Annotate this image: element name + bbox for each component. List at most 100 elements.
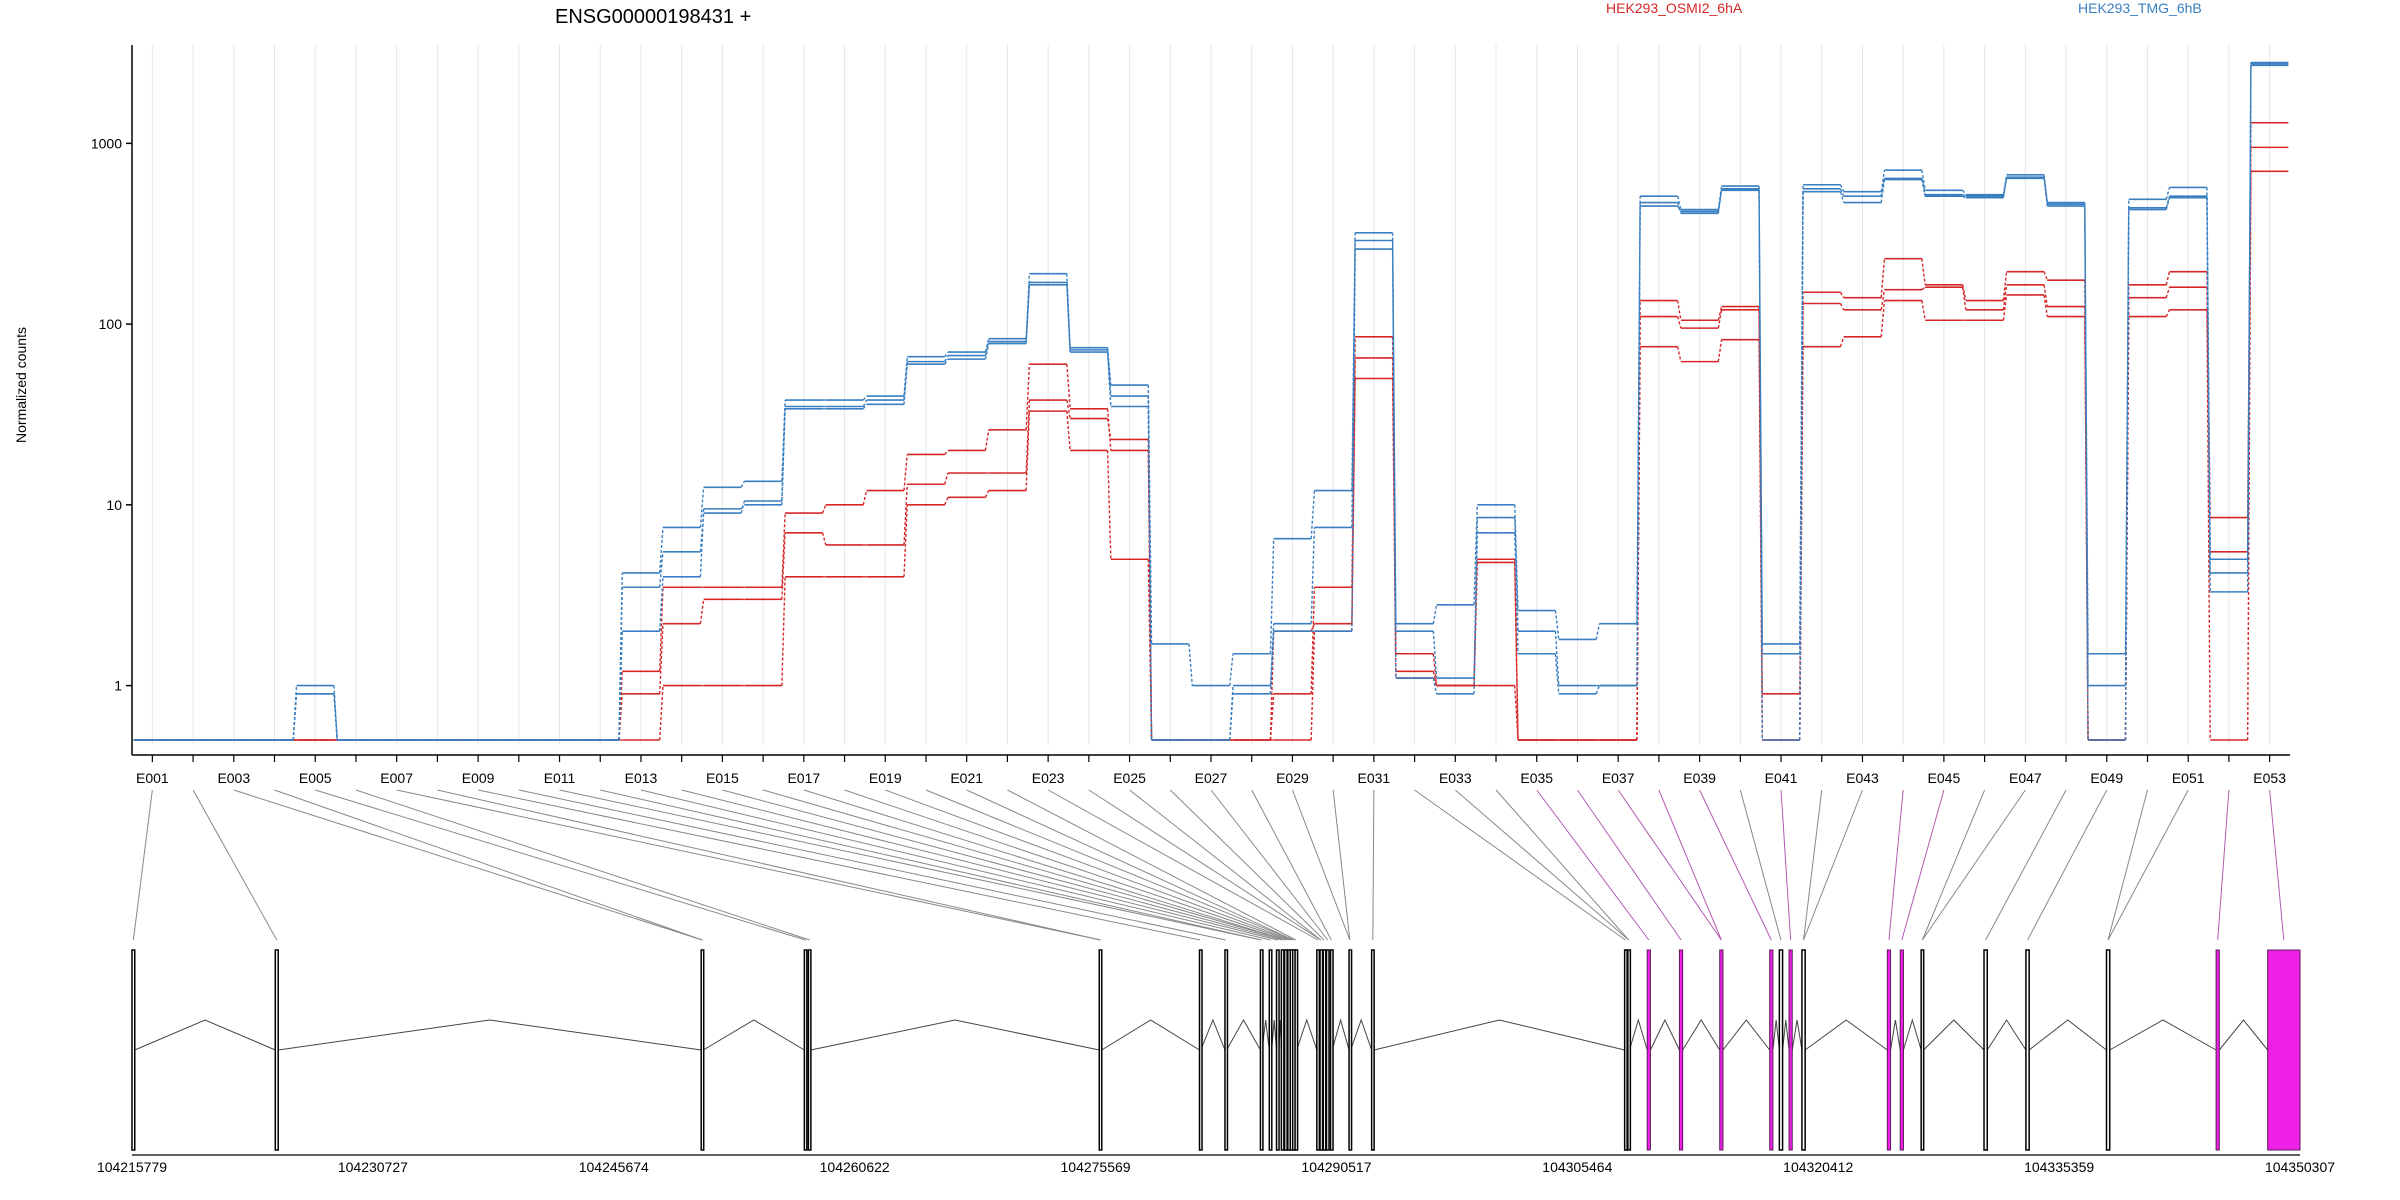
exon-connector (681, 789, 1278, 941)
x-tick-label: E035 (1520, 770, 1553, 786)
series-connector (984, 429, 990, 451)
y-tick-label: 100 (99, 316, 123, 332)
series-connector (1066, 364, 1071, 409)
series-connector (2165, 271, 2171, 285)
x-tick-label: E051 (2172, 770, 2205, 786)
exon-box (1678, 949, 1684, 1151)
intron (278, 1019, 702, 1051)
series-connector (1676, 346, 1682, 362)
series-connector (1351, 249, 1356, 632)
exon-connector (315, 789, 806, 941)
exon-connector (844, 789, 1289, 941)
series-connector (1636, 196, 1641, 624)
x-tick-label: E039 (1683, 770, 1716, 786)
series-connector (1839, 303, 1845, 311)
coord-tick-label: 104335359 (2024, 1159, 2094, 1175)
intron (1923, 1019, 1985, 1051)
coord-tick-label: 104290517 (1301, 1159, 1371, 1175)
exon-connector (1803, 789, 1863, 941)
coord-tick-label: 104350307 (2265, 1159, 2335, 1175)
exon-connector (1047, 789, 1319, 941)
exon-box (1198, 949, 1203, 1151)
intron (1373, 1019, 1625, 1051)
exon-connector (2217, 789, 2230, 941)
exon-connector (1454, 789, 1629, 941)
series-connector (1432, 677, 1438, 695)
x-tick-label: E003 (217, 770, 250, 786)
series-connector (1351, 240, 1356, 528)
series-connector (1717, 190, 1723, 212)
series-connector (1147, 385, 1153, 644)
exon-connector (2107, 789, 2148, 941)
series-connector (1758, 339, 1764, 741)
series-connector (2206, 197, 2211, 592)
intron (1350, 1018, 1373, 1051)
series-connector (862, 395, 868, 401)
exon-box (1316, 949, 1321, 1151)
series-connector (1229, 693, 1234, 741)
exon-box (1322, 949, 1327, 1151)
exon-box (700, 949, 705, 1151)
intron (1782, 1019, 1790, 1051)
intron (1200, 1018, 1226, 1051)
exon-connector (1658, 789, 1722, 941)
exon-box (1329, 949, 1334, 1151)
series-connector (1310, 631, 1316, 741)
series-connector (1962, 189, 1967, 196)
series-connector (699, 599, 705, 624)
series-connector (1880, 258, 1886, 298)
exon-box (1280, 949, 1285, 1151)
exon-box (1268, 949, 1273, 1151)
intron (703, 1019, 805, 1051)
intron (2218, 1019, 2269, 1051)
exon-box (1886, 949, 1892, 1151)
exon-connector (477, 789, 1201, 941)
series-connector (1677, 205, 1682, 212)
exon-connector (1985, 789, 2067, 941)
exon-connector (1901, 789, 1945, 941)
series-connector (1066, 282, 1071, 350)
exon-connector (437, 789, 1101, 941)
exon-box (1920, 949, 1925, 1151)
series-connector (2002, 178, 2008, 198)
axes: 1 10 100 1000 E001 E003 E005 E007 E009 E011 E013 E0… (91, 45, 2290, 786)
series-connector (1106, 352, 1112, 407)
x-tick-label: E047 (2009, 770, 2042, 786)
series-connector (740, 480, 745, 488)
x-tick-label: E021 (950, 770, 983, 786)
series-connector (1066, 411, 1071, 451)
x-tick-label: E025 (1113, 770, 1146, 786)
series-connector (1961, 287, 1967, 310)
x-tick-label: E029 (1276, 770, 1309, 786)
intron (1101, 1019, 1200, 1051)
series-connector (1921, 286, 1926, 291)
y-tick-label: 1 (114, 678, 122, 694)
exon-connector (925, 789, 1294, 941)
exon-box (1224, 949, 1229, 1151)
series-connector (740, 504, 745, 510)
series-connector (1432, 604, 1438, 624)
x-tick-label: E037 (1602, 770, 1635, 786)
series-connector (944, 355, 949, 362)
exon-grid (151, 45, 2271, 745)
x-tick-label: E001 (136, 770, 169, 786)
exon-connector (640, 789, 1271, 941)
series-connector (699, 487, 705, 528)
exon-box (1325, 949, 1330, 1151)
exon-box (803, 949, 808, 1151)
intron (1226, 1018, 1261, 1051)
series-connector (1676, 300, 1682, 321)
series-connector (1310, 623, 1316, 632)
intron (1772, 1019, 1780, 1051)
series-layer (133, 61, 2289, 741)
series-connector (1839, 336, 1845, 347)
series-connector (2084, 204, 2089, 686)
exon-connector (1372, 789, 1375, 941)
series-connector (1799, 188, 1804, 654)
series (133, 64, 2289, 741)
series-connector (1473, 532, 1478, 694)
exon-connector (2269, 789, 2285, 941)
exon-connector (1088, 789, 1322, 941)
series-connector (2002, 294, 2008, 321)
chart-title: ENSG00000198431 + (555, 6, 751, 28)
